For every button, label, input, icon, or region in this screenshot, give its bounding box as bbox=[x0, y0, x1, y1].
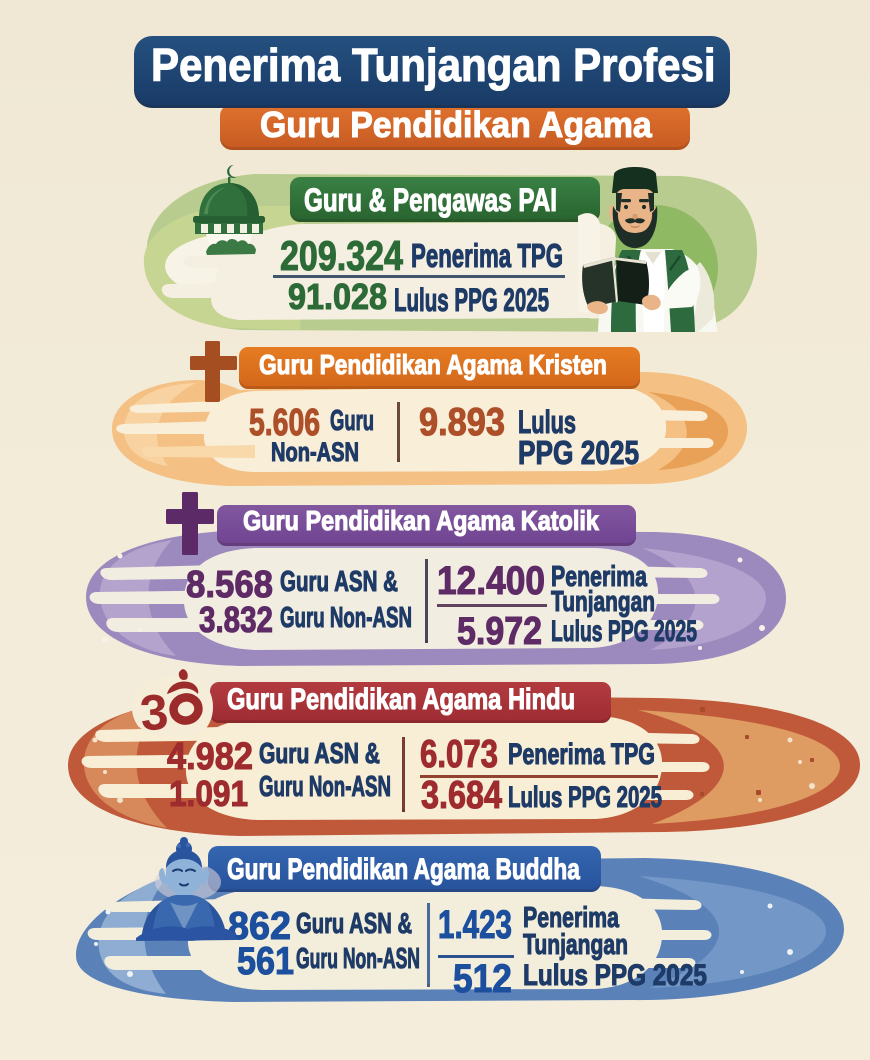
svg-text:3: 3 bbox=[138, 683, 171, 741]
